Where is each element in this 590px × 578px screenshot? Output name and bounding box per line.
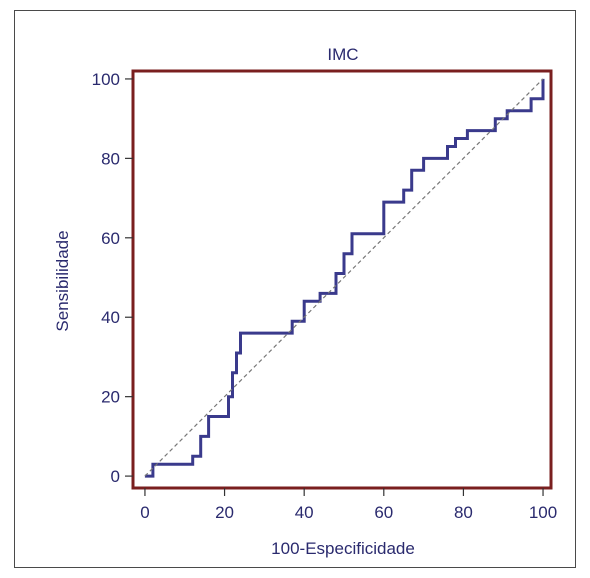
- plot-area-border: [131, 69, 553, 490]
- y-tick-label: 80: [101, 149, 120, 168]
- x-tick-label: 100: [529, 503, 557, 522]
- chart-frame: [14, 10, 576, 568]
- y-axis-title: Sensibilidade: [53, 230, 72, 331]
- reference-diagonal-line: [144, 78, 544, 477]
- y-tick-label: 20: [101, 388, 120, 407]
- y-tick-label: 100: [92, 70, 120, 89]
- y-tick-label: 0: [111, 467, 120, 486]
- x-tick-label: 20: [215, 503, 234, 522]
- x-tick-label: 80: [454, 503, 473, 522]
- x-tick-label: 60: [374, 503, 393, 522]
- y-tick-label: 60: [101, 229, 120, 248]
- x-tick-label: 40: [295, 503, 314, 522]
- x-tick-label: 0: [140, 503, 149, 522]
- roc-curve-line: [144, 78, 545, 478]
- chart-title: IMC: [327, 45, 358, 64]
- y-tick-label: 40: [101, 308, 120, 327]
- x-axis-title: 100-Especificidade: [271, 539, 415, 558]
